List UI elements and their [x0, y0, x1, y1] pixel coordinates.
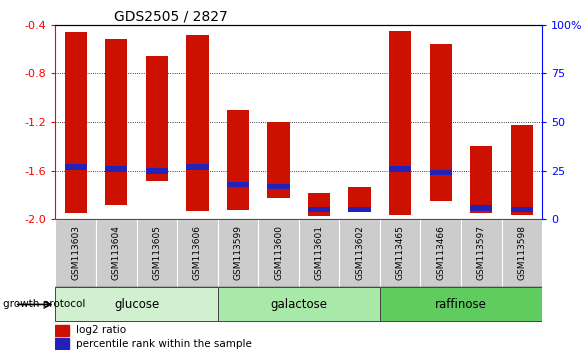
Bar: [420, 219, 461, 287]
Bar: [470, 147, 493, 213]
Bar: [105, 39, 128, 205]
Bar: [136, 219, 177, 287]
Bar: [177, 219, 217, 287]
Text: GSM113605: GSM113605: [152, 225, 161, 280]
Bar: [217, 219, 258, 287]
Bar: [349, 207, 371, 212]
Text: GSM113598: GSM113598: [517, 225, 526, 280]
Bar: [186, 164, 209, 170]
Bar: [470, 205, 493, 211]
Bar: [349, 187, 371, 210]
Bar: [65, 32, 87, 213]
Bar: [65, 164, 87, 170]
Text: growth protocol: growth protocol: [3, 299, 85, 309]
Text: GSM113601: GSM113601: [315, 225, 324, 280]
Bar: [430, 44, 452, 201]
Bar: [55, 219, 96, 287]
Text: raffinose: raffinose: [435, 298, 487, 311]
Bar: [55, 338, 69, 349]
Text: GSM113602: GSM113602: [355, 225, 364, 280]
Text: GSM113604: GSM113604: [112, 225, 121, 280]
Bar: [55, 325, 69, 336]
Bar: [430, 170, 452, 176]
Bar: [461, 219, 501, 287]
Bar: [501, 219, 542, 287]
Bar: [298, 219, 339, 287]
Bar: [511, 207, 533, 212]
Text: galactose: galactose: [271, 298, 327, 311]
Bar: [258, 219, 299, 287]
Bar: [186, 34, 209, 211]
Text: GSM113465: GSM113465: [396, 225, 405, 280]
Bar: [268, 122, 290, 198]
Text: log2 ratio: log2 ratio: [76, 325, 126, 335]
Bar: [511, 125, 533, 215]
Bar: [308, 193, 330, 216]
Bar: [227, 182, 249, 187]
Text: GSM113603: GSM113603: [71, 225, 80, 280]
Bar: [227, 110, 249, 210]
Bar: [55, 287, 217, 321]
Bar: [96, 219, 136, 287]
Bar: [339, 219, 380, 287]
Text: GDS2505 / 2827: GDS2505 / 2827: [114, 10, 227, 24]
Bar: [105, 166, 128, 172]
Bar: [389, 166, 412, 172]
Text: GSM113600: GSM113600: [274, 225, 283, 280]
Bar: [308, 207, 330, 212]
Text: percentile rank within the sample: percentile rank within the sample: [76, 339, 252, 349]
Text: GSM113599: GSM113599: [233, 225, 243, 280]
Bar: [380, 287, 542, 321]
Bar: [268, 184, 290, 189]
Bar: [146, 56, 168, 181]
Text: GSM113597: GSM113597: [477, 225, 486, 280]
Bar: [389, 31, 412, 215]
Bar: [380, 219, 420, 287]
Bar: [146, 168, 168, 173]
Text: glucose: glucose: [114, 298, 159, 311]
Text: GSM113466: GSM113466: [436, 225, 445, 280]
Text: GSM113606: GSM113606: [193, 225, 202, 280]
Bar: [217, 287, 380, 321]
